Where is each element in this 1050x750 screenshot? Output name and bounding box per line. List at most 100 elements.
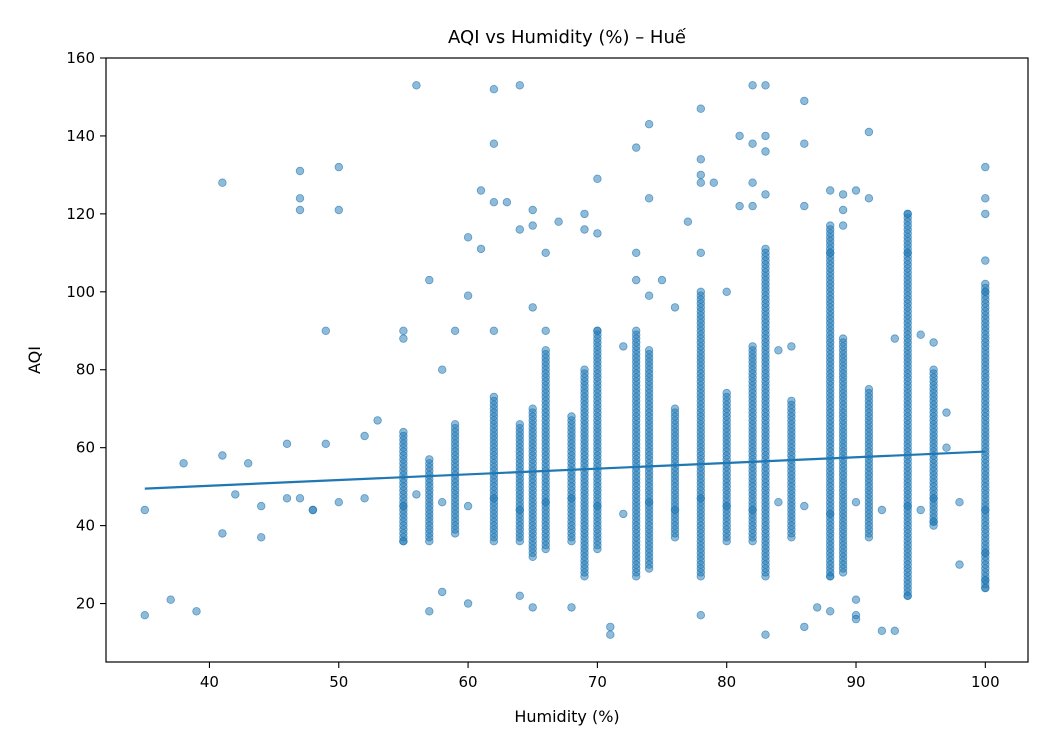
data-point — [438, 365, 447, 374]
data-point — [308, 505, 318, 515]
y-axis-ticks: 20 40 60 80 100 120 140 160 — [66, 49, 106, 613]
data-point — [528, 303, 537, 312]
data-point — [851, 498, 861, 507]
data-point — [373, 416, 382, 425]
data-point — [864, 194, 874, 203]
data-point — [877, 505, 887, 515]
data-point — [166, 595, 175, 604]
data-point — [761, 131, 770, 141]
data-point — [722, 388, 731, 398]
data-point — [463, 599, 473, 608]
data-point — [593, 174, 602, 183]
data-point — [438, 498, 447, 507]
data-point — [438, 587, 447, 597]
data-point — [696, 170, 705, 180]
data-point — [463, 233, 473, 242]
data-point — [942, 408, 951, 417]
data-point — [541, 346, 550, 355]
data-point — [580, 225, 589, 234]
data-point — [838, 190, 848, 199]
data-point — [696, 611, 705, 620]
data-point — [761, 190, 770, 199]
data-point — [567, 412, 576, 421]
data-point — [981, 209, 990, 219]
x-tick-label: 40 — [200, 673, 219, 691]
data-point — [515, 420, 524, 429]
data-point — [425, 607, 434, 616]
data-point — [580, 365, 589, 374]
data-point — [735, 201, 744, 211]
trend-line-group — [144, 450, 986, 490]
data-point — [890, 334, 899, 343]
data-point — [632, 143, 641, 152]
data-point — [903, 209, 912, 219]
data-point — [489, 139, 499, 148]
data-point — [476, 244, 486, 254]
data-point — [593, 326, 602, 335]
data-point — [632, 326, 641, 335]
y-axis-label: AQI — [25, 346, 44, 374]
data-point — [218, 529, 227, 538]
data-point — [774, 346, 783, 355]
data-point — [619, 342, 628, 351]
data-point — [360, 494, 369, 503]
data-point — [644, 119, 654, 129]
data-point — [683, 217, 693, 226]
y-tick-label: 40 — [76, 517, 95, 535]
data-point — [334, 205, 343, 215]
data-point — [528, 603, 537, 612]
data-point — [334, 498, 343, 507]
data-point — [761, 147, 770, 156]
data-point — [295, 166, 305, 176]
data-point — [748, 342, 757, 351]
data-point — [929, 338, 938, 347]
data-point — [826, 607, 835, 616]
data-point — [412, 490, 421, 499]
data-point — [748, 178, 757, 187]
data-point — [735, 131, 744, 141]
y-tick-label: 140 — [66, 127, 95, 145]
data-point — [981, 162, 990, 172]
data-point — [295, 205, 305, 215]
data-point — [644, 291, 654, 300]
data-point — [334, 162, 343, 172]
data-point — [826, 221, 835, 230]
data-point — [761, 244, 770, 254]
data-point — [670, 404, 680, 413]
data-point — [140, 505, 149, 515]
data-point — [826, 186, 835, 195]
data-point — [929, 365, 938, 374]
x-axis-ticks: 40 50 60 70 80 90 100 — [200, 662, 1000, 691]
data-point — [218, 451, 227, 460]
data-point — [528, 404, 537, 413]
data-point — [787, 342, 796, 351]
data-point — [955, 560, 964, 569]
x-tick-label: 80 — [717, 673, 736, 691]
trend-line — [144, 450, 986, 490]
data-point — [644, 194, 654, 203]
data-point — [787, 396, 796, 406]
data-point — [321, 326, 330, 335]
data-point — [851, 614, 861, 624]
data-point — [696, 248, 705, 257]
data-point — [632, 248, 641, 257]
data-point — [282, 439, 292, 448]
data-point — [709, 178, 718, 187]
data-point — [502, 197, 512, 207]
data-point — [748, 81, 757, 90]
data-point — [916, 505, 925, 515]
y-tick-label: 20 — [76, 595, 95, 613]
data-point — [412, 81, 421, 90]
data-points — [140, 81, 990, 639]
data-point — [489, 84, 499, 94]
data-point — [192, 607, 201, 616]
data-point — [541, 326, 550, 335]
data-point — [140, 611, 149, 620]
data-point — [399, 334, 408, 343]
data-point — [838, 334, 848, 343]
data-point — [800, 201, 809, 211]
data-point — [606, 630, 615, 639]
data-point — [670, 303, 680, 312]
data-point — [800, 622, 809, 632]
